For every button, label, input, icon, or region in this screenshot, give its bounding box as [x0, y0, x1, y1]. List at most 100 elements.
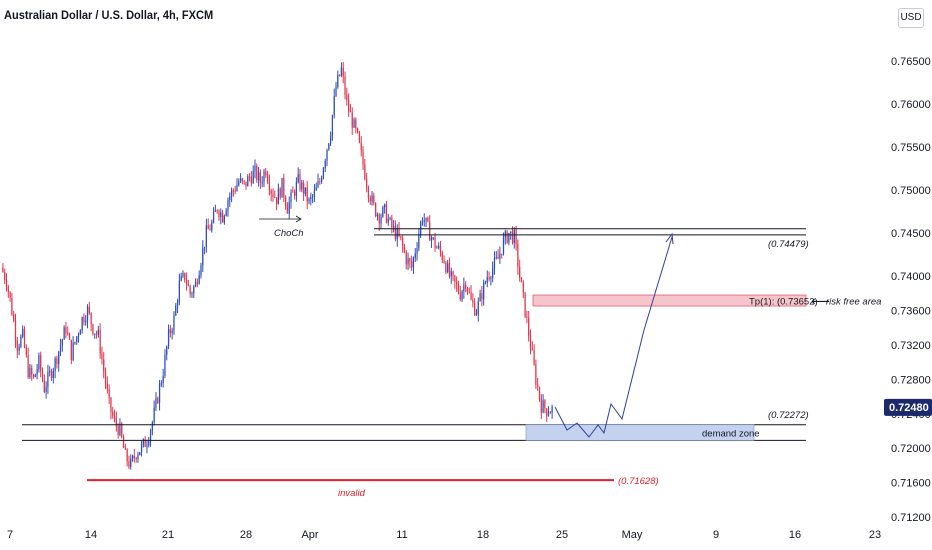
candle: [429, 221, 431, 241]
candle: [324, 160, 326, 169]
candle: [421, 220, 424, 223]
candle: [169, 329, 171, 334]
candle: [301, 182, 303, 190]
price-tick-label: 0.73600: [891, 306, 931, 318]
candle: [272, 193, 274, 197]
candle: [337, 74, 339, 87]
candle: [315, 187, 317, 191]
candle: [203, 246, 206, 248]
candle: [128, 461, 130, 467]
candle: [115, 418, 117, 427]
candle: [538, 387, 541, 399]
candle: [293, 191, 296, 196]
candle: [466, 288, 469, 292]
demand-zone-label: demand zone: [702, 429, 760, 440]
candle: [302, 182, 305, 194]
candle: [292, 191, 294, 193]
time-tick-label: 16: [789, 529, 801, 541]
candle: [497, 257, 499, 259]
candle: [283, 178, 285, 198]
candle: [13, 314, 15, 322]
candle: [216, 210, 218, 212]
candle: [346, 94, 348, 101]
candle: [126, 449, 128, 462]
candle: [121, 423, 123, 437]
candle: [454, 275, 456, 283]
candle: [247, 176, 249, 187]
price-tick-label: 0.75000: [891, 185, 931, 197]
candle: [218, 211, 220, 217]
price-axis[interactable]: 0.76500 0.76000 0.75500 0.75000 0.74500 0.740…: [891, 56, 931, 524]
candle: [131, 455, 134, 460]
candle: [9, 291, 11, 299]
candle: [144, 439, 146, 447]
candle: [391, 217, 393, 228]
price-tick-label: 0.74500: [891, 228, 931, 240]
candle: [119, 423, 121, 436]
candle: [20, 336, 22, 347]
candle: [347, 100, 350, 112]
candle: [313, 190, 316, 197]
candle: [447, 263, 449, 272]
candle: [432, 237, 434, 239]
candle: [326, 149, 328, 161]
candle: [407, 258, 409, 265]
candle: [214, 210, 217, 212]
candle: [227, 200, 229, 211]
candle: [106, 383, 108, 390]
candle: [277, 188, 280, 205]
candle: [200, 265, 202, 276]
candle: [99, 330, 101, 354]
candle: [18, 346, 20, 351]
candle: [549, 412, 551, 414]
candle: [223, 215, 226, 223]
candle: [90, 312, 92, 325]
projection-arrowhead-icon: [665, 232, 674, 245]
candle: [344, 76, 346, 95]
candle: [465, 284, 467, 289]
candle: [529, 335, 532, 349]
candle: [41, 370, 44, 381]
candle: [531, 348, 533, 350]
candle: [31, 367, 33, 375]
candle: [243, 180, 245, 182]
candle: [299, 174, 301, 190]
candle: [112, 411, 114, 416]
candle: [416, 247, 418, 254]
candle: [452, 271, 454, 276]
candle: [130, 459, 132, 467]
candle: [438, 246, 440, 248]
candle: [140, 444, 143, 453]
candle: [328, 143, 330, 150]
resistance-label: (0.74479): [768, 239, 809, 250]
candle: [290, 191, 292, 202]
candle: [185, 280, 188, 285]
candle: [340, 67, 343, 76]
time-axis[interactable]: 7 14 21 28 Apr 11 18 25 May 9 16 23: [7, 529, 881, 541]
candle: [245, 181, 247, 187]
candle: [483, 282, 485, 300]
invalid-caption: invalid: [338, 488, 366, 499]
candle: [259, 172, 262, 183]
candle: [83, 317, 85, 323]
time-tick-label: May: [622, 529, 643, 541]
candle: [77, 334, 80, 337]
candle: [257, 172, 260, 180]
candle: [546, 408, 548, 416]
candle: [157, 398, 159, 403]
currency-button[interactable]: USD: [898, 8, 924, 28]
candle: [178, 280, 180, 302]
candle: [510, 231, 512, 233]
candle: [171, 330, 173, 334]
candle: [14, 321, 17, 341]
candle: [477, 301, 479, 315]
candle: [384, 204, 386, 208]
candle: [45, 387, 47, 393]
candle: [266, 174, 269, 183]
support-label: (0.72272): [768, 410, 809, 421]
candle: [133, 455, 135, 459]
candle: [535, 364, 537, 385]
candle: [409, 258, 411, 262]
candle: [515, 229, 517, 244]
